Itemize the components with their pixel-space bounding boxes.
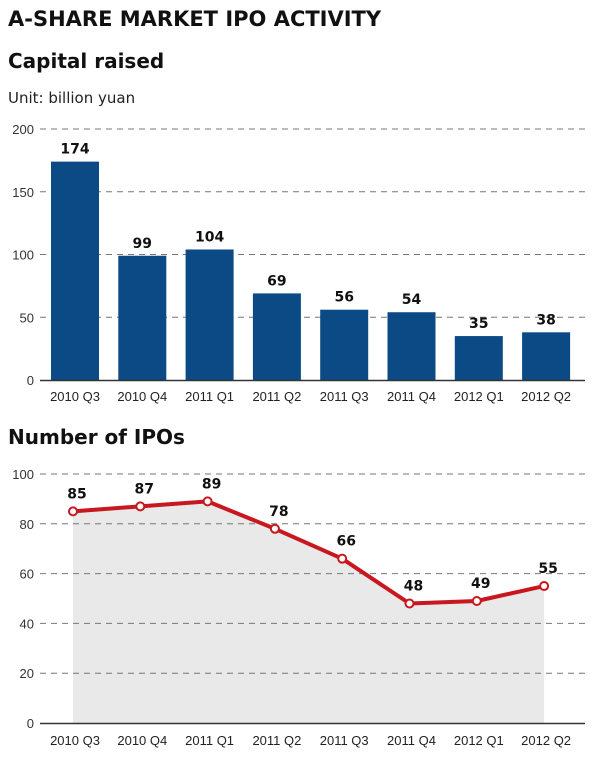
- ipo-data-label: 55: [538, 561, 557, 577]
- capital-data-label: 69: [267, 273, 286, 289]
- main-title: A-SHARE MARKET IPO ACTIVITY: [8, 7, 382, 31]
- capital-chart-title: Capital raised: [8, 49, 164, 73]
- ipo-point: [202, 496, 213, 507]
- ipo-x-tick-label: 2011 Q2: [252, 733, 301, 748]
- capital-data-label: 99: [133, 236, 152, 252]
- capital-y-tick-label: 50: [20, 310, 34, 325]
- ipo-x-tick-label: 2010 Q3: [50, 733, 100, 748]
- capital-x-tick-label: 2012 Q1: [454, 389, 504, 404]
- capital-data-label: 54: [402, 292, 422, 308]
- ipo-y-tick-label: 100: [12, 467, 34, 482]
- capital-data-label: 174: [60, 142, 89, 158]
- capital-bar: [387, 312, 436, 380]
- capital-bar: [51, 161, 99, 380]
- ipo-x-tick-label: 2011 Q3: [320, 733, 369, 748]
- capital-bar: [320, 309, 369, 380]
- ipo-area-fill: [73, 501, 545, 723]
- capital-y-tick-label: 0: [27, 373, 34, 388]
- capital-y-tick-label: 200: [12, 122, 34, 137]
- ipo-data-label: 48: [404, 578, 423, 594]
- ipo-point: [135, 501, 146, 512]
- ipo-x-tick-label: 2012 Q1: [454, 733, 504, 748]
- ipo-y-tick-label: 40: [20, 616, 34, 631]
- ipo-x-tick-label: 2012 Q2: [521, 733, 571, 748]
- capital-unit-label: Unit: billion yuan: [8, 89, 135, 107]
- ipo-y-tick-label: 0: [27, 716, 34, 731]
- ipo-data-label: 78: [269, 504, 288, 520]
- capital-bar: [454, 336, 503, 380]
- ipo-x-tick-label: 2011 Q4: [387, 733, 436, 748]
- ipo-point: [269, 523, 280, 534]
- capital-bar: [118, 255, 167, 380]
- ipo-chart-title: Number of IPOs: [8, 425, 185, 449]
- ipo-data-label: 66: [336, 534, 355, 550]
- capital-y-tick-label: 100: [12, 248, 34, 263]
- capital-data-label: 35: [469, 316, 488, 332]
- ipo-data-label: 87: [135, 481, 154, 497]
- ipo-point: [68, 506, 78, 517]
- capital-x-tick-label: 2011 Q3: [320, 389, 369, 404]
- ipo-point: [404, 598, 415, 609]
- capital-x-tick-label: 2011 Q2: [252, 389, 301, 404]
- capital-x-tick-label: 2010 Q3: [50, 389, 100, 404]
- capital-x-tick-label: 2012 Q2: [521, 389, 571, 404]
- capital-bar: [185, 249, 234, 380]
- capital-x-tick-label: 2011 Q4: [387, 389, 436, 404]
- capital-bar: [522, 332, 571, 380]
- capital-data-label: 38: [536, 312, 555, 328]
- ipo-y-tick-label: 20: [20, 666, 34, 681]
- ipo-point: [539, 581, 550, 592]
- capital-y-tick-label: 150: [12, 185, 34, 200]
- ipo-x-tick-label: 2011 Q1: [185, 733, 234, 748]
- ipo-line: [72, 499, 545, 606]
- capital-x-tick-label: 2010 Q4: [117, 389, 167, 404]
- capital-data-label: 56: [334, 290, 353, 306]
- capital-data-label: 104: [195, 229, 224, 245]
- ipo-data-label: 49: [471, 576, 490, 592]
- capital-x-tick-label: 2011 Q1: [185, 389, 234, 404]
- ipo-data-label: 89: [202, 476, 221, 492]
- ipo-x-tick-label: 2010 Q4: [117, 733, 167, 748]
- capital-bar: [252, 293, 301, 380]
- ipo-y-tick-label: 80: [20, 517, 34, 532]
- ipo-y-tick-label: 60: [20, 567, 34, 582]
- ipo-point: [471, 595, 482, 606]
- ipo-point: [337, 553, 348, 564]
- ipo-data-label: 85: [67, 486, 86, 502]
